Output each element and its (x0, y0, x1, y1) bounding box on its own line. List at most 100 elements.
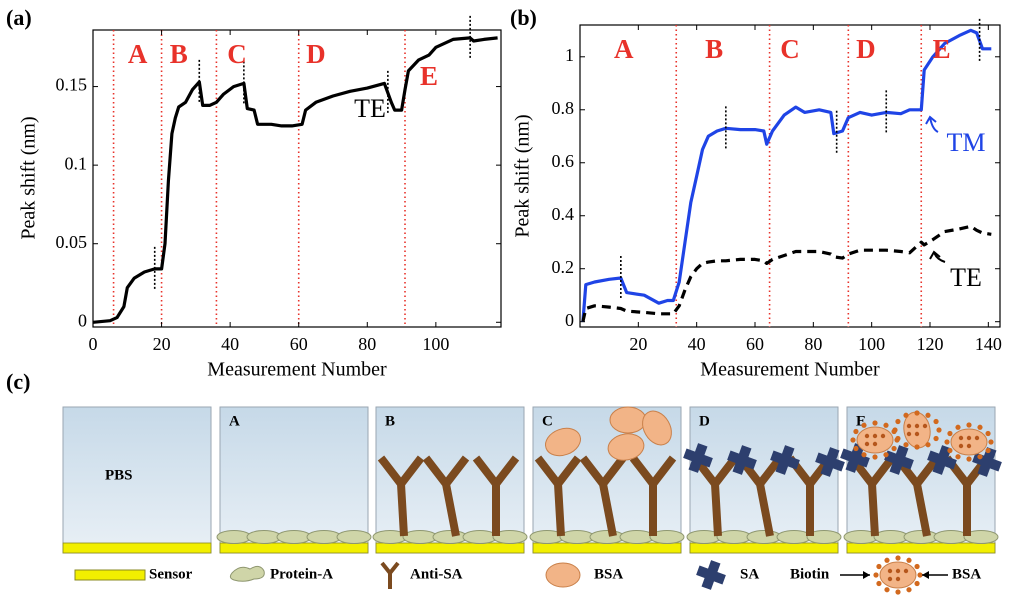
panel-step: D (699, 413, 710, 429)
biotin (896, 569, 900, 573)
y-axis-label: Peak shift (nm) (512, 114, 534, 237)
y-tick-label: 0 (565, 310, 574, 330)
biotin (959, 436, 963, 440)
biotin (895, 589, 900, 594)
biotin (888, 569, 892, 573)
protein-a (337, 531, 371, 544)
y-tick-label: 0.8 (552, 98, 575, 118)
biotin (850, 437, 855, 442)
protein-a (934, 531, 968, 544)
y-tick-label: 0.2 (552, 257, 575, 277)
biotin (873, 572, 878, 577)
x-tick-label: 40 (221, 334, 239, 354)
biotin (903, 413, 908, 418)
region-label: B (705, 34, 723, 64)
biotin (853, 446, 858, 451)
protein-a (247, 531, 281, 544)
biotin (903, 442, 908, 447)
y-tick-label: 0.4 (552, 204, 575, 224)
protein-a (874, 531, 908, 544)
protein-a (560, 531, 594, 544)
region-label: E (933, 34, 951, 64)
protein-a (904, 531, 938, 544)
biotin (872, 454, 877, 459)
biotin (947, 431, 952, 436)
biotin (917, 572, 922, 577)
protein-a (433, 531, 467, 544)
series-label: TE (950, 263, 982, 292)
x-tick-label: 100 (858, 334, 885, 354)
biotin (895, 555, 900, 560)
legend-arrowhead (922, 571, 929, 579)
x-tick-label: 140 (975, 334, 1002, 354)
x-tick-label: 40 (688, 334, 706, 354)
sensor (847, 543, 995, 553)
x-tick-label: 120 (917, 334, 944, 354)
sensor (63, 543, 211, 553)
panel-label: (b) (510, 5, 537, 30)
biotin (888, 577, 892, 581)
biotin (914, 581, 919, 586)
protein-a (777, 531, 811, 544)
region-label: A (614, 34, 634, 64)
legend-label: SA (740, 566, 759, 582)
protein-a (403, 531, 437, 544)
biotin (967, 444, 971, 448)
biotin (861, 423, 866, 428)
x-tick-label: 80 (358, 334, 376, 354)
biotin (883, 452, 888, 457)
sensor (220, 543, 368, 553)
legend-arrowhead (863, 571, 870, 579)
protein-a (590, 531, 624, 544)
sensor (533, 543, 681, 553)
biotin (985, 448, 990, 453)
protein-a (620, 531, 654, 544)
medium-label: PBS (105, 467, 133, 483)
biotin (876, 581, 881, 586)
biotin (892, 427, 897, 432)
biotin (884, 587, 889, 592)
legend-label: BSA (952, 566, 981, 582)
biotin (977, 425, 982, 430)
biotin (915, 432, 919, 436)
region-label: C (780, 34, 800, 64)
y-tick-label: 0.15 (56, 75, 88, 95)
legend-label: Sensor (149, 566, 193, 582)
protein-icon (230, 566, 264, 581)
y-tick-label: 0.1 (65, 153, 88, 173)
biotin (865, 434, 869, 438)
region-label: D (856, 34, 876, 64)
bsa (610, 407, 646, 433)
series-label: TE (354, 94, 386, 123)
biotin (907, 432, 911, 436)
x-axis-label: Measurement Number (700, 359, 880, 381)
medium (63, 407, 211, 553)
biotin (988, 439, 993, 444)
panel-label: (a) (6, 5, 32, 30)
legend-label: Anti-SA (410, 566, 463, 582)
biotin (873, 442, 877, 446)
y-tick-label: 0.6 (552, 151, 575, 171)
biotin (936, 427, 941, 432)
protein-a (307, 531, 341, 544)
x-tick-label: 60 (290, 334, 308, 354)
y-tick-label: 0.05 (56, 232, 88, 252)
legend-label: Biotin (790, 566, 830, 582)
biotin (907, 424, 911, 428)
biotin (985, 431, 990, 436)
biotin (904, 569, 908, 573)
biotin (895, 436, 900, 441)
x-tick-label: 20 (153, 334, 171, 354)
biotin (959, 444, 963, 448)
anti-sa-icon (382, 563, 398, 589)
biotin (865, 442, 869, 446)
x-tick-label: 80 (804, 334, 822, 354)
biotin (872, 420, 877, 425)
biotin (944, 439, 949, 444)
biotin (915, 424, 919, 428)
biotin (914, 564, 919, 569)
biotin (891, 446, 896, 451)
figure: (a) (b) (c) PBSABCDESensorProtein-AAnti-… (0, 0, 1013, 598)
biotin (925, 442, 930, 447)
sensor (376, 543, 524, 553)
